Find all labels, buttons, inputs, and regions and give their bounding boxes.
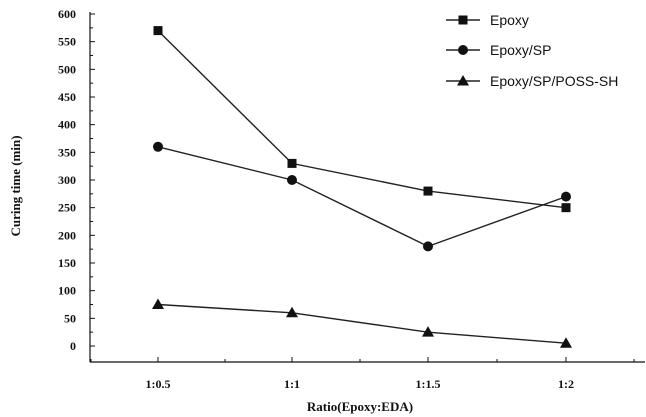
y-tick-label: 200 xyxy=(58,228,76,242)
legend: Epoxy Epoxy/SP Epoxy/SP/POSS-SH xyxy=(446,12,618,89)
legend-label: Epoxy xyxy=(490,12,529,28)
series-line xyxy=(157,146,567,248)
y-tick-label: 0 xyxy=(70,339,76,353)
series-circle xyxy=(153,141,571,252)
data-point xyxy=(287,158,297,168)
x-tick-label: 1:1.5 xyxy=(416,377,441,391)
legend-label: Epoxy/SP xyxy=(490,42,551,58)
legend-marker xyxy=(458,15,468,25)
y-tick-label: 350 xyxy=(58,145,76,159)
y-axis-ticks: 0 50 100 150 200 250 300 350 400 450 500 550 600 xyxy=(58,7,95,353)
y-tick-label: 400 xyxy=(58,118,76,132)
x-axis-ticks: 1:0.5 1:1 1:1.5 1:2 xyxy=(90,357,635,391)
legend-marker xyxy=(458,45,468,55)
y-tick-label: 450 xyxy=(58,90,76,104)
data-point xyxy=(152,298,164,309)
data-point xyxy=(287,175,297,185)
series-line xyxy=(157,303,567,344)
data-point xyxy=(286,306,298,318)
y-tick-label: 150 xyxy=(58,256,76,270)
data-point xyxy=(422,326,434,337)
x-tick-label: 1:1 xyxy=(284,377,300,391)
legend-label: Epoxy/SP/POSS-SH xyxy=(490,73,618,89)
y-tick-label: 50 xyxy=(64,311,76,325)
y-tick-label: 550 xyxy=(58,35,76,49)
series-triangle xyxy=(152,298,572,348)
data-point xyxy=(561,191,571,202)
y-tick-label: 100 xyxy=(58,284,76,298)
legend-marker xyxy=(457,75,469,86)
x-tick-label: 1:2 xyxy=(558,377,574,391)
data-point xyxy=(423,241,433,252)
y-tick-label: 250 xyxy=(58,201,76,215)
data-point xyxy=(153,141,163,152)
y-tick-label: 300 xyxy=(58,173,76,187)
series-square xyxy=(153,26,571,213)
data-point xyxy=(561,203,571,213)
data-point xyxy=(423,186,433,196)
x-axis-label: Ratio(Epoxy:EDA) xyxy=(307,399,413,414)
y-axis-label: Curing time (min) xyxy=(8,135,23,236)
series-line xyxy=(157,30,567,209)
x-tick-label: 1:0.5 xyxy=(146,377,171,391)
axes xyxy=(89,12,645,363)
y-tick-label: 500 xyxy=(58,62,76,76)
y-tick-label: 600 xyxy=(58,7,76,21)
data-point xyxy=(560,337,572,348)
data-point xyxy=(153,26,163,36)
series-layer xyxy=(152,26,572,348)
